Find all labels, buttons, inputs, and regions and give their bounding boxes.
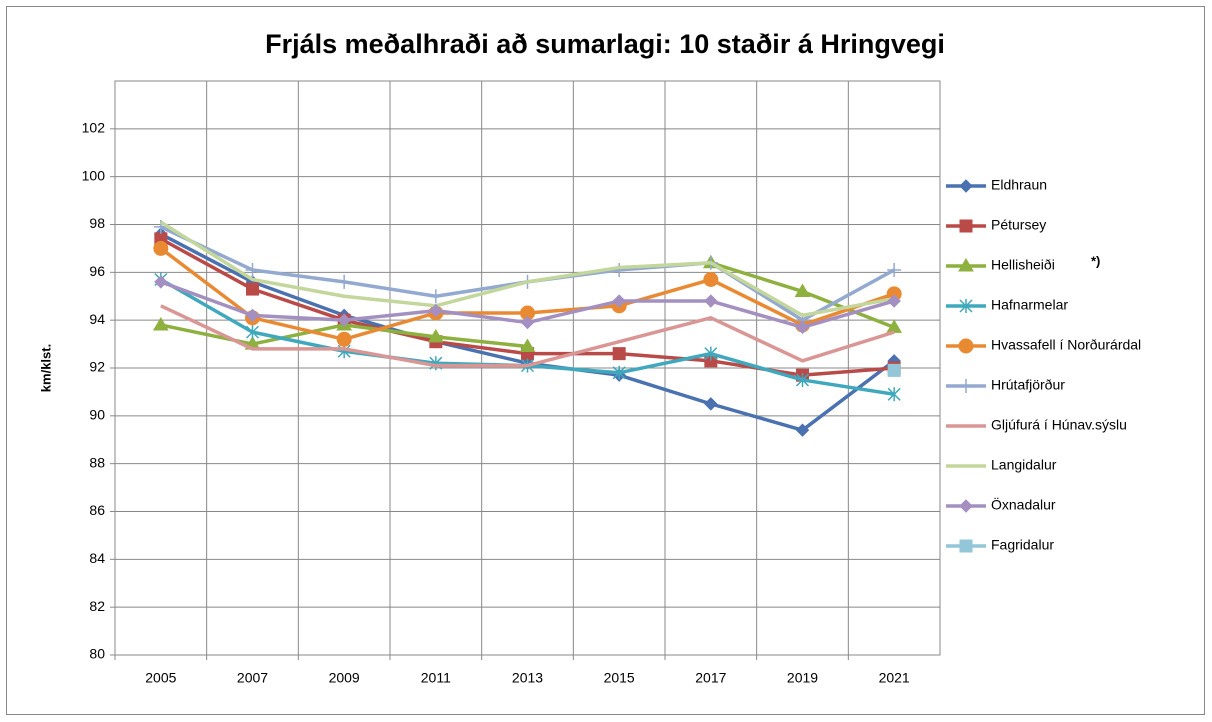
legend-label: Gljúfurá í Húnav.sýslu — [991, 417, 1127, 433]
y-tick-label: 92 — [89, 359, 105, 375]
legend-label: Hvassafell í Norðurárdal — [991, 337, 1141, 353]
y-tick-label: 80 — [89, 646, 105, 662]
x-tick-label: 2015 — [604, 670, 635, 686]
x-tick-label: 2005 — [145, 670, 176, 686]
x-tick-label: 2021 — [879, 670, 910, 686]
marker — [429, 303, 443, 318]
legend-label: Eldhraun — [991, 177, 1047, 193]
y-tick-label: 100 — [82, 167, 106, 183]
marker — [337, 274, 352, 289]
marker — [152, 316, 169, 331]
y-tick-label: 82 — [89, 598, 105, 614]
legend-label: Hellisheiði — [991, 257, 1055, 273]
marker — [887, 262, 902, 277]
marker — [704, 346, 718, 361]
y-tick-label: 90 — [89, 407, 105, 423]
marker — [427, 328, 444, 343]
y-tick-label: 88 — [89, 454, 105, 470]
marker — [154, 275, 168, 289]
marker — [795, 372, 810, 387]
series-line — [159, 220, 895, 318]
legend-marker — [958, 258, 974, 272]
marker — [795, 423, 810, 437]
y-tick-label: 84 — [89, 550, 105, 566]
legend-label: Öxnadalur — [991, 496, 1056, 513]
legend-marker — [959, 379, 973, 393]
marker — [245, 262, 260, 277]
legend-label: Pétursey — [991, 217, 1046, 233]
marker — [336, 331, 352, 347]
y-tick-label: 86 — [89, 502, 105, 518]
legend-marker — [959, 219, 973, 233]
x-tick-label: 2013 — [512, 670, 543, 686]
legend-marker — [959, 179, 973, 193]
marker — [703, 272, 719, 288]
marker — [612, 294, 626, 308]
legend-marker — [958, 338, 974, 354]
legend-marker — [959, 539, 973, 553]
legend-label: Hrútafjörður — [991, 377, 1065, 393]
marker — [795, 320, 810, 335]
x-tick-label: 2019 — [787, 670, 818, 686]
marker — [519, 338, 536, 352]
marker — [887, 294, 901, 308]
marker — [612, 365, 626, 380]
marker — [246, 282, 259, 296]
annotation: *) — [1091, 253, 1100, 268]
series-line — [160, 304, 895, 368]
marker — [794, 283, 811, 297]
legend-marker — [959, 499, 973, 513]
y-tick-label: 96 — [89, 263, 105, 279]
x-tick-label: 2017 — [695, 670, 726, 686]
marker — [245, 325, 260, 340]
marker — [337, 313, 351, 327]
legend-label: Langidalur — [991, 457, 1057, 473]
marker — [245, 308, 260, 323]
marker — [428, 289, 443, 304]
marker — [704, 294, 718, 308]
marker — [520, 315, 535, 330]
x-tick-label: 2009 — [329, 670, 360, 686]
legend-label: Hafnarmelar — [991, 297, 1068, 313]
y-tick-label: 94 — [89, 311, 105, 327]
y-tick-label: 102 — [82, 120, 106, 136]
legend-label: Fagridalur — [991, 537, 1054, 553]
marker — [153, 240, 169, 256]
marker — [704, 397, 718, 411]
y-tick-label: 98 — [89, 215, 105, 231]
x-tick-label: 2007 — [237, 670, 268, 686]
chart-title: Frjáls meðalhraði að sumarlagi: 10 staði… — [265, 29, 945, 59]
marker — [887, 387, 901, 402]
legend-marker — [959, 299, 973, 313]
y-axis-label: km/klst. — [38, 344, 53, 392]
marker — [887, 363, 901, 377]
marker — [612, 347, 626, 361]
x-tick-label: 2011 — [421, 670, 451, 686]
